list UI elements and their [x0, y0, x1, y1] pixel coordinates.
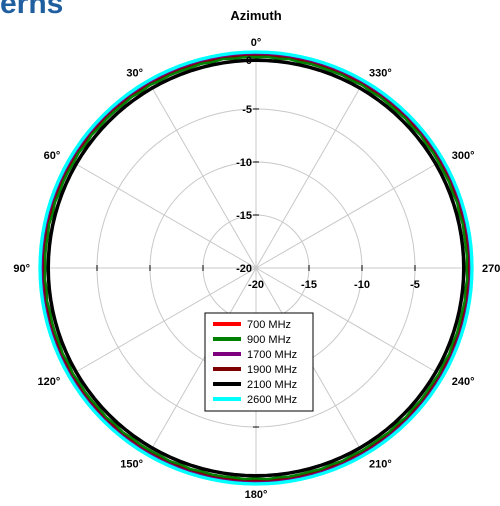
- angle-tick-label: 30°: [126, 67, 143, 79]
- legend-box: [204, 312, 314, 412]
- grid-spoke: [149, 267, 257, 452]
- header-title-fragment: erns: [0, 0, 64, 20]
- radial-tick-label: -10: [354, 279, 370, 291]
- radial-tick-label: -15: [301, 279, 317, 291]
- angle-tick-label: 60°: [44, 150, 61, 162]
- series-line: [38, 50, 474, 486]
- angle-tick-label: 0°: [251, 37, 262, 49]
- angle-tick-label: 90°: [13, 263, 30, 275]
- angle-tick-label: 180°: [245, 489, 268, 501]
- angle-tick-label: 330°: [369, 67, 392, 79]
- grid-spoke: [255, 267, 440, 375]
- radial-tick-label: 0: [246, 55, 252, 67]
- angle-tick-label: 270°: [482, 263, 500, 275]
- radial-tick-label: -15: [236, 210, 252, 222]
- series-line: [46, 58, 466, 478]
- polar-grid: [43, 55, 469, 481]
- grid-spoke: [72, 267, 257, 375]
- grid-spoke: [72, 161, 257, 269]
- angle-tick-label: 120°: [38, 376, 61, 388]
- angle-tick-label: 150°: [120, 459, 143, 471]
- radial-tick-label: -20: [248, 279, 264, 291]
- angle-tick-label: 210°: [369, 459, 392, 471]
- radial-tick-label: -10: [236, 157, 252, 169]
- legend-label: 1700 MHz: [247, 349, 297, 361]
- chart-title: Azimuth: [230, 8, 281, 23]
- series-line: [43, 55, 469, 481]
- grid-spoke: [255, 84, 363, 269]
- legend-label: 900 MHz: [247, 334, 291, 346]
- legend-label: 2100 MHz: [247, 379, 297, 391]
- legend: 700 MHz 900 MHz 1700 MHz 1900 MHz 2100 MHz 26…: [204, 312, 314, 412]
- grid-spoke: [149, 84, 257, 269]
- legend-label: 700 MHz: [247, 319, 291, 331]
- radial-tick-label: -5: [242, 104, 252, 116]
- grid-spoke: [255, 161, 440, 269]
- radial-tick-label: -20: [236, 263, 252, 275]
- angle-tick-labels: 0° 330° 300° 270° 240° 210° 180° 150° 120° 90° 60°…: [13, 37, 500, 501]
- radial-tick-label: -5: [410, 279, 420, 291]
- radial-tick-labels: 0 -5 -10 -15 -20 -20 -15 -10 -5: [236, 55, 420, 291]
- legend-label: 1900 MHz: [247, 364, 297, 376]
- series-layer: [38, 50, 474, 486]
- angle-tick-label: 300°: [452, 150, 475, 162]
- angle-tick-label: 240°: [452, 376, 475, 388]
- legend-label: 2600 MHz: [247, 394, 297, 406]
